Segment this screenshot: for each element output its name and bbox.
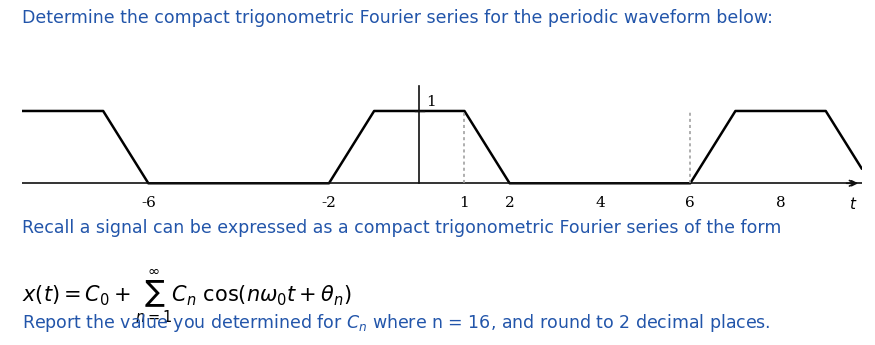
Text: 6: 6 <box>685 196 695 210</box>
Text: 1: 1 <box>426 95 436 109</box>
Text: 1: 1 <box>459 196 469 210</box>
Text: Recall a signal can be expressed as a compact trigonometric Fourier series of th: Recall a signal can be expressed as a co… <box>22 219 781 237</box>
Text: -6: -6 <box>141 196 156 210</box>
Text: -2: -2 <box>321 196 336 210</box>
Text: $t$: $t$ <box>849 196 858 212</box>
Text: $x(t) = C_0 + \sum_{n=1}^{\infty} C_n\ \cos(n\omega_0 t + \theta_n)$: $x(t) = C_0 + \sum_{n=1}^{\infty} C_n\ \… <box>22 267 352 325</box>
Text: Determine the compact trigonometric Fourier series for the periodic waveform bel: Determine the compact trigonometric Four… <box>22 9 773 27</box>
Text: 4: 4 <box>595 196 605 210</box>
Text: 8: 8 <box>776 196 786 210</box>
Text: 2: 2 <box>505 196 514 210</box>
Text: Report the value you determined for $C_n$ where n = 16, and round to 2 decimal p: Report the value you determined for $C_n… <box>22 312 771 334</box>
